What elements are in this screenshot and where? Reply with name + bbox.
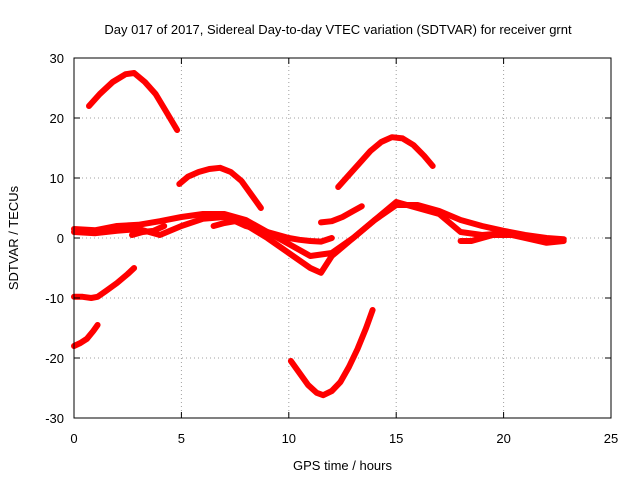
y-tick-label: 10 [50, 171, 64, 186]
y-axis-label: SDTVAR / TECUs [6, 185, 21, 290]
series-arc-10 [318, 203, 365, 226]
series-arc-3 [335, 134, 436, 190]
x-tick-label: 10 [282, 431, 296, 446]
y-tick-label: -10 [45, 291, 64, 306]
x-tick-label: 25 [604, 431, 618, 446]
series-arc-7 [71, 202, 567, 259]
ticks: 0 5 10 15 20 25 -30 -20 -10 0 10 20 30 [45, 51, 618, 446]
series-layer [71, 70, 567, 399]
series-arc-12 [457, 232, 518, 244]
y-tick-label: 30 [50, 51, 64, 66]
y-tick-label: -30 [45, 411, 64, 426]
y-tick-label: 20 [50, 111, 64, 126]
series-arc-1 [86, 70, 181, 133]
x-tick-label: 15 [389, 431, 403, 446]
series-arc-4 [287, 307, 376, 399]
y-tick-label: -20 [45, 351, 64, 366]
series-arc-5 [71, 322, 101, 349]
x-tick-label: 5 [178, 431, 185, 446]
y-tick-label: 0 [57, 231, 64, 246]
x-axis-label: GPS time / hours [293, 458, 392, 473]
chart-title: Day 017 of 2017, Sidereal Day-to-day VTE… [104, 22, 572, 37]
series-arc-2 [176, 164, 264, 211]
series-arc-9 [210, 218, 335, 245]
series-arc-6 [71, 265, 138, 301]
x-tick-label: 20 [496, 431, 510, 446]
x-tick-label: 0 [70, 431, 77, 446]
series-arc-11 [129, 223, 168, 238]
